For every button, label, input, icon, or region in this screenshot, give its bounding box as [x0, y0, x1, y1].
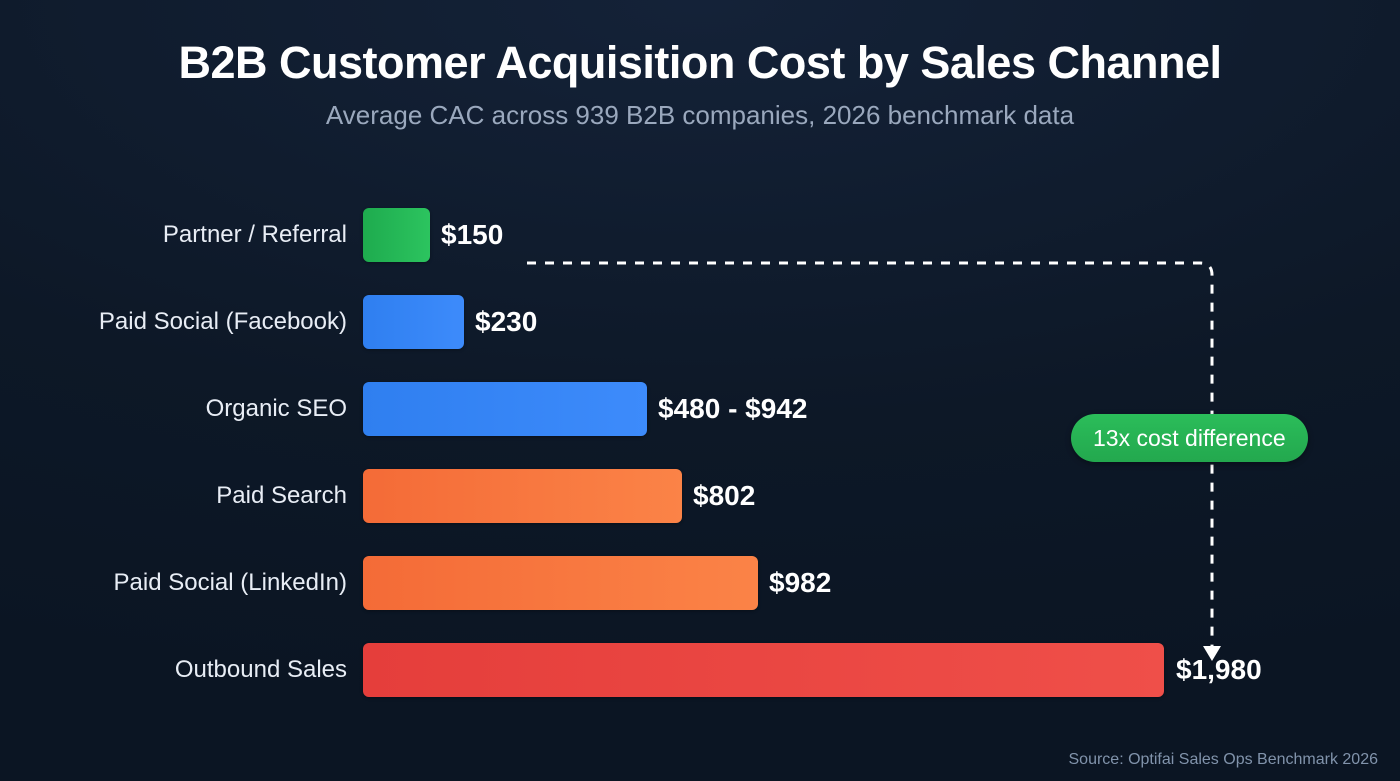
value-label-organic-seo: $480 - $942: [658, 393, 808, 424]
bar-partner-referral[interactable]: [363, 208, 430, 262]
value-label-paid-social-linkedin: $982: [769, 567, 832, 598]
cost-difference-badge: 13x cost difference: [1071, 414, 1308, 462]
source-note: Source: Optifai Sales Ops Benchmark 2026: [1068, 751, 1379, 768]
bar-paid-social-facebook[interactable]: [363, 295, 464, 349]
bar-row-outbound-sales[interactable]: Outbound Sales $1,980: [0, 640, 1400, 700]
chart-title: B2B Customer Acquisition Cost by Sales C…: [178, 37, 1222, 88]
bar-outbound-sales[interactable]: [363, 643, 1164, 697]
bar-row-paid-social-facebook[interactable]: Paid Social (Facebook) $230: [0, 292, 1400, 352]
category-label-organic-seo: Organic SEO: [205, 395, 347, 422]
bar-row-paid-search[interactable]: Paid Search $802: [0, 466, 1400, 526]
category-label-paid-search: Paid Search: [216, 482, 347, 509]
bar-chart-plot-area: Partner / Referral $150 Paid Social (Fac…: [0, 205, 1400, 725]
category-label-outbound-sales: Outbound Sales: [174, 656, 347, 683]
value-label-paid-search: $802: [693, 480, 756, 511]
value-label-paid-social-facebook: $230: [475, 306, 538, 337]
category-label-paid-social-facebook: Paid Social (Facebook): [98, 308, 347, 335]
category-label-paid-social-linkedin: Paid Social (LinkedIn): [113, 569, 347, 596]
bar-paid-search[interactable]: [363, 469, 682, 523]
bar-row-paid-social-linkedin[interactable]: Paid Social (LinkedIn) $982: [0, 553, 1400, 613]
value-label-outbound-sales: $1,980: [1176, 654, 1262, 685]
bar-paid-social-linkedin[interactable]: [363, 556, 758, 610]
category-label-partner-referral: Partner / Referral: [162, 221, 347, 248]
bar-row-partner-referral[interactable]: Partner / Referral $150: [0, 205, 1400, 265]
value-label-partner-referral: $150: [441, 219, 504, 250]
bar-organic-seo[interactable]: [363, 382, 647, 436]
chart-header: B2B Customer Acquisition Cost by Sales C…: [0, 37, 1400, 132]
chart-subtitle: Average CAC across 939 B2B companies, 20…: [325, 100, 1075, 131]
